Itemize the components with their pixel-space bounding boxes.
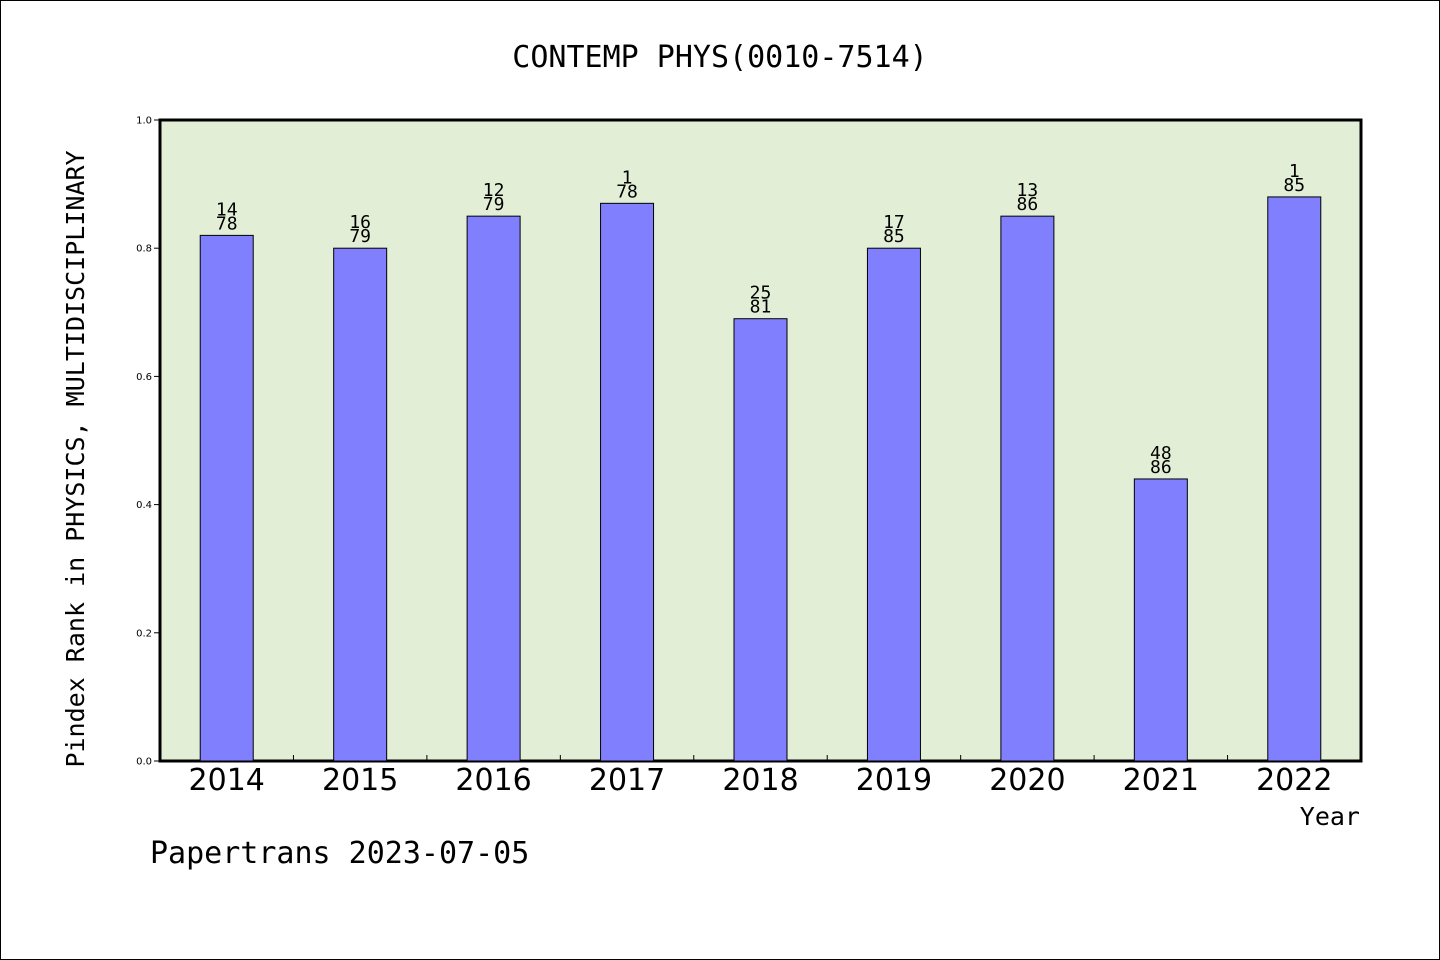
x-tick-label: 2017 (589, 763, 665, 798)
bar-label-total: 85 (1283, 175, 1305, 196)
bar-label-total: 85 (883, 226, 905, 247)
bar-label-total: 86 (1150, 457, 1172, 478)
x-tick-label: 2019 (856, 763, 932, 798)
y-axis-label: Pindex Rank in PHYSICS, MULTIDISCIPLINAR… (61, 150, 90, 767)
x-axis-label: Year (1300, 802, 1360, 831)
bar-label-rank: 13 (1017, 180, 1039, 201)
x-axis-ticks: 2014 2015 2016 2017 2018 2019 2020 2021 2022 (189, 755, 1332, 798)
y-axis-ticks: 0.0 0.2 0.4 0.6 0.8 1.0 (136, 116, 160, 768)
x-tick-label: 2021 (1123, 763, 1199, 798)
bar (199, 234, 254, 762)
bar-label-rank: 1 (1289, 161, 1300, 182)
bar (733, 318, 788, 762)
bar (1267, 196, 1322, 762)
x-tick-label: 2014 (189, 763, 265, 798)
bar-label-rank: 17 (883, 212, 905, 233)
bar-label-total: 78 (616, 181, 638, 202)
bar (1000, 215, 1055, 762)
bar-label-rank: 12 (483, 180, 505, 201)
chart-title: CONTEMP PHYS(0010-7514) (512, 40, 927, 75)
x-tick-label: 2022 (1256, 763, 1332, 798)
x-tick-label: 2020 (989, 763, 1065, 798)
y-tick-label: 1.0 (136, 116, 152, 127)
y-tick-label: 0.8 (136, 244, 152, 255)
bar-label-rank: 16 (349, 212, 371, 233)
y-tick-label: 0.0 (136, 757, 152, 768)
x-tick-label: 2015 (322, 763, 398, 798)
bar (866, 247, 921, 762)
bar-label-total: 78 (216, 213, 238, 234)
bar-label-rank: 1 (622, 167, 633, 188)
bar-label-rank: 14 (216, 199, 238, 220)
bar (1133, 478, 1188, 762)
bar (600, 202, 655, 762)
bar-label-total: 86 (1017, 194, 1039, 215)
bar-label-total: 79 (483, 194, 505, 215)
bar-label-total: 81 (750, 297, 772, 318)
x-tick-label: 2016 (455, 763, 531, 798)
footer-text: Papertrans 2023-07-05 (150, 836, 529, 871)
bar-label-total: 79 (349, 226, 371, 247)
bar (466, 215, 521, 762)
y-tick-label: 0.2 (136, 628, 152, 639)
x-tick-label: 2018 (722, 763, 798, 798)
bar-label-rank: 25 (750, 283, 772, 304)
y-tick-label: 0.6 (136, 372, 152, 383)
bar-label-rank: 48 (1150, 443, 1172, 464)
y-tick-label: 0.4 (136, 500, 152, 511)
bar (333, 247, 388, 762)
